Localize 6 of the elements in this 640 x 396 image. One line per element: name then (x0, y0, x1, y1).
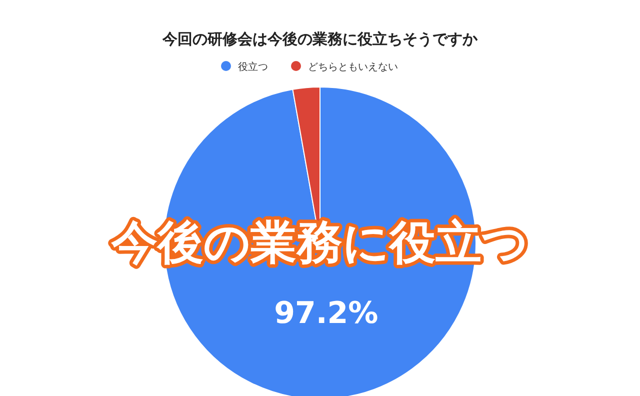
legend-item: どちらともいえない (291, 61, 398, 73)
legend-label: どちらともいえない (308, 62, 398, 73)
chart-title: 今回の研修会は今後の業務に役立ちそうですか (162, 30, 478, 48)
legend-item: 役立つ (221, 61, 268, 73)
data-label: 97.2% (274, 296, 378, 331)
legend-label: 役立つ (238, 61, 268, 73)
